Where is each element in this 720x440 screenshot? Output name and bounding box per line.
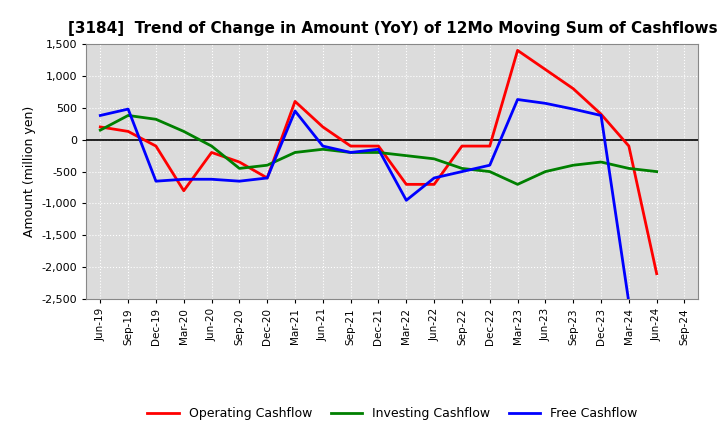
Free Cashflow: [374, 147, 383, 152]
Free Cashflow: [569, 106, 577, 112]
Investing Cashflow: [597, 159, 606, 165]
Investing Cashflow: [513, 182, 522, 187]
Operating Cashflow: [624, 143, 633, 149]
Free Cashflow: [402, 198, 410, 203]
Investing Cashflow: [291, 150, 300, 155]
Operating Cashflow: [513, 48, 522, 53]
Operating Cashflow: [152, 143, 161, 149]
Investing Cashflow: [569, 162, 577, 168]
Operating Cashflow: [569, 86, 577, 91]
Investing Cashflow: [318, 147, 327, 152]
Operating Cashflow: [346, 143, 355, 149]
Operating Cashflow: [291, 99, 300, 104]
Line: Free Cashflow: Free Cashflow: [100, 99, 629, 302]
Investing Cashflow: [124, 113, 132, 118]
Investing Cashflow: [541, 169, 550, 174]
Free Cashflow: [235, 179, 243, 184]
Operating Cashflow: [541, 67, 550, 72]
Operating Cashflow: [458, 143, 467, 149]
Investing Cashflow: [207, 143, 216, 149]
Line: Operating Cashflow: Operating Cashflow: [100, 50, 657, 274]
Free Cashflow: [152, 179, 161, 184]
Investing Cashflow: [179, 129, 188, 134]
Operating Cashflow: [263, 175, 271, 180]
Operating Cashflow: [597, 111, 606, 117]
Operating Cashflow: [96, 124, 104, 129]
Free Cashflow: [485, 162, 494, 168]
Operating Cashflow: [179, 188, 188, 193]
Operating Cashflow: [374, 143, 383, 149]
Title: [3184]  Trend of Change in Amount (YoY) of 12Mo Moving Sum of Cashflows: [3184] Trend of Change in Amount (YoY) o…: [68, 21, 717, 36]
Investing Cashflow: [430, 156, 438, 161]
Free Cashflow: [291, 108, 300, 114]
Investing Cashflow: [152, 117, 161, 122]
Line: Investing Cashflow: Investing Cashflow: [100, 115, 657, 184]
Operating Cashflow: [207, 150, 216, 155]
Operating Cashflow: [485, 143, 494, 149]
Operating Cashflow: [402, 182, 410, 187]
Investing Cashflow: [485, 169, 494, 174]
Legend: Operating Cashflow, Investing Cashflow, Free Cashflow: Operating Cashflow, Investing Cashflow, …: [143, 403, 642, 425]
Free Cashflow: [263, 175, 271, 180]
Free Cashflow: [207, 176, 216, 182]
Operating Cashflow: [235, 159, 243, 165]
Investing Cashflow: [263, 162, 271, 168]
Investing Cashflow: [652, 169, 661, 174]
Operating Cashflow: [318, 124, 327, 129]
Investing Cashflow: [458, 166, 467, 171]
Free Cashflow: [513, 97, 522, 102]
Investing Cashflow: [346, 150, 355, 155]
Investing Cashflow: [402, 153, 410, 158]
Free Cashflow: [458, 169, 467, 174]
Investing Cashflow: [96, 128, 104, 133]
Investing Cashflow: [374, 150, 383, 155]
Free Cashflow: [318, 143, 327, 149]
Operating Cashflow: [652, 271, 661, 276]
Free Cashflow: [346, 150, 355, 155]
Free Cashflow: [624, 300, 633, 305]
Investing Cashflow: [624, 166, 633, 171]
Investing Cashflow: [235, 166, 243, 171]
Operating Cashflow: [430, 182, 438, 187]
Free Cashflow: [179, 176, 188, 182]
Y-axis label: Amount (million yen): Amount (million yen): [23, 106, 36, 237]
Free Cashflow: [541, 101, 550, 106]
Free Cashflow: [597, 113, 606, 118]
Operating Cashflow: [124, 129, 132, 134]
Free Cashflow: [124, 106, 132, 112]
Free Cashflow: [96, 113, 104, 118]
Free Cashflow: [430, 175, 438, 180]
